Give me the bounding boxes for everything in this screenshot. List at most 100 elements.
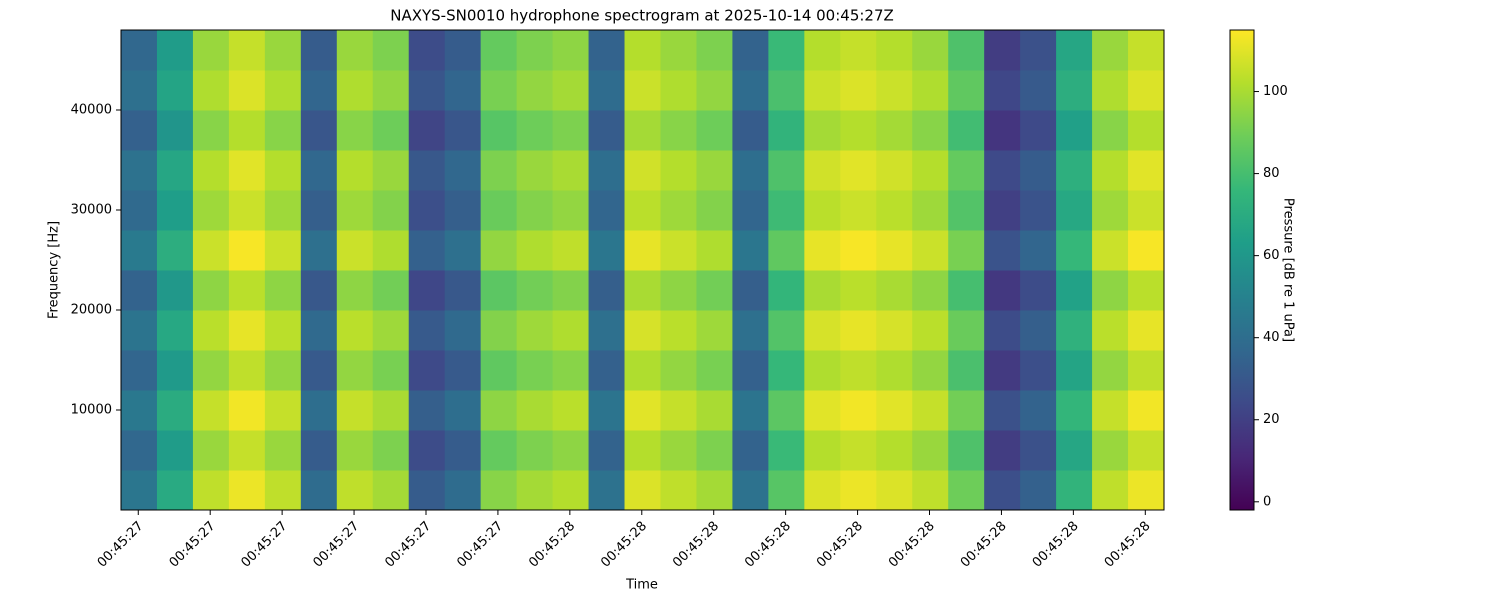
heatmap-cell	[732, 150, 769, 191]
heatmap-cell	[624, 110, 661, 151]
heatmap-cell	[732, 430, 769, 471]
heatmap-cell	[300, 470, 338, 511]
heatmap-cell	[660, 150, 697, 191]
heatmap-cell	[912, 150, 949, 191]
heatmap-cell	[1020, 310, 1057, 351]
heatmap-cell	[876, 110, 913, 151]
heatmap-cell	[1020, 270, 1057, 311]
heatmap-cell	[408, 430, 446, 471]
heatmap-cell	[121, 150, 158, 191]
heatmap-cell	[1128, 150, 1165, 191]
heatmap-cell	[300, 70, 338, 111]
heatmap-cell	[264, 30, 302, 71]
heatmap-cell	[228, 350, 266, 391]
heatmap-cell	[372, 430, 410, 471]
heatmap-cell	[840, 150, 877, 191]
heatmap-cell	[588, 390, 626, 431]
heatmap-cell	[732, 190, 769, 231]
heatmap-cell	[1020, 390, 1057, 431]
heatmap-cell	[732, 30, 769, 71]
heatmap-cell	[624, 30, 661, 71]
heatmap-cell	[552, 310, 590, 351]
heatmap-cell	[156, 190, 194, 231]
y-tick-label: 10000	[71, 403, 112, 418]
heatmap-cell	[588, 30, 626, 71]
heatmap-cell	[516, 430, 554, 471]
heatmap-cell	[300, 390, 338, 431]
heatmap-cell	[444, 390, 482, 431]
heatmap-cell	[1056, 190, 1093, 231]
heatmap-cell	[300, 30, 338, 71]
heatmap-cell	[1056, 70, 1093, 111]
heatmap-cell	[444, 350, 482, 391]
heatmap-cell	[372, 30, 410, 71]
heatmap-cell	[624, 430, 661, 471]
heatmap-cell	[264, 310, 302, 351]
heatmap-cell	[768, 70, 805, 111]
heatmap-cell	[696, 110, 733, 151]
heatmap-cell	[660, 430, 697, 471]
heatmap-cell	[804, 190, 841, 231]
heatmap-cell	[876, 350, 913, 391]
heatmap-cell	[1128, 190, 1165, 231]
x-tick-label: 00:45:28	[1030, 519, 1082, 571]
heatmap-cell	[121, 70, 158, 111]
heatmap-cell	[768, 310, 805, 351]
heatmap-cell	[192, 390, 230, 431]
heatmap-cell	[840, 350, 877, 391]
heatmap-cell	[768, 110, 805, 151]
heatmap-cell	[444, 110, 482, 151]
heatmap-cell	[192, 70, 230, 111]
heatmap-cell	[264, 470, 302, 511]
heatmap-cell	[1020, 30, 1057, 71]
x-tick-label: 00:45:28	[670, 519, 722, 571]
heatmap-cell	[624, 150, 661, 191]
heatmap-cell	[228, 110, 266, 151]
heatmap-cell	[1020, 230, 1057, 271]
x-tick-label: 00:45:28	[1102, 519, 1154, 571]
heatmap-cell	[984, 110, 1021, 151]
heatmap-cell	[1056, 270, 1093, 311]
heatmap-cell	[228, 470, 266, 511]
heatmap-cell	[121, 430, 158, 471]
heatmap-cell	[480, 150, 518, 191]
heatmap-cell	[1092, 430, 1129, 471]
heatmap-cell	[984, 230, 1021, 271]
heatmap-cell	[624, 470, 661, 511]
heatmap-cell	[192, 270, 230, 311]
heatmap-cell	[804, 230, 841, 271]
heatmap-cell	[660, 190, 697, 231]
heatmap-cell	[768, 190, 805, 231]
heatmap-cell	[516, 310, 554, 351]
heatmap-cell	[264, 390, 302, 431]
heatmap-cell	[444, 30, 482, 71]
heatmap-cell	[228, 150, 266, 191]
heatmap-cell	[624, 270, 661, 311]
heatmap-cell	[876, 150, 913, 191]
heatmap-cell	[121, 190, 158, 231]
heatmap-cell	[840, 430, 877, 471]
heatmap-cell	[768, 30, 805, 71]
heatmap-cell	[480, 350, 518, 391]
heatmap-cell	[480, 230, 518, 271]
heatmap-cell	[228, 430, 266, 471]
heatmap-cell	[1056, 110, 1093, 151]
heatmap-cell	[336, 390, 374, 431]
heatmap-cell	[948, 430, 985, 471]
colorbar-tick-label: 100	[1263, 84, 1288, 99]
heatmap-cell	[1092, 190, 1129, 231]
heatmap-cell	[1128, 70, 1165, 111]
colorbar-tick-label: 20	[1263, 412, 1280, 427]
heatmap-cell	[768, 270, 805, 311]
heatmap-cell	[516, 70, 554, 111]
heatmap-cell	[948, 30, 985, 71]
heatmap-cell	[840, 30, 877, 71]
heatmap-cell	[912, 470, 949, 511]
heatmap-cell	[480, 390, 518, 431]
heatmap-cell	[804, 310, 841, 351]
heatmap-cell	[660, 470, 697, 511]
y-tick-label: 20000	[71, 303, 112, 318]
heatmap-cell	[444, 230, 482, 271]
heatmap-cell	[408, 230, 446, 271]
heatmap-cell	[840, 230, 877, 271]
